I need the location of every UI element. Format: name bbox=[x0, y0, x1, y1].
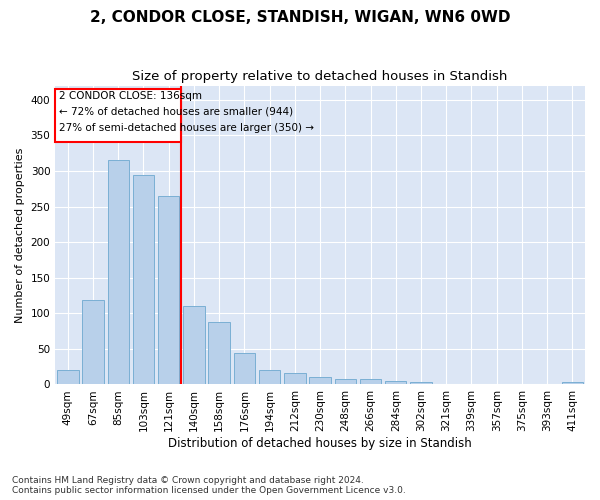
Text: 27% of semi-detached houses are larger (350) →: 27% of semi-detached houses are larger (… bbox=[59, 122, 314, 132]
Text: 2, CONDOR CLOSE, STANDISH, WIGAN, WN6 0WD: 2, CONDOR CLOSE, STANDISH, WIGAN, WN6 0W… bbox=[90, 10, 510, 25]
FancyBboxPatch shape bbox=[55, 89, 181, 142]
Bar bbox=[208, 322, 230, 384]
Bar bbox=[385, 381, 406, 384]
Y-axis label: Number of detached properties: Number of detached properties bbox=[15, 148, 25, 322]
Text: 2 CONDOR CLOSE: 136sqm: 2 CONDOR CLOSE: 136sqm bbox=[59, 91, 202, 101]
Bar bbox=[310, 378, 331, 384]
Bar bbox=[410, 382, 432, 384]
Text: Contains HM Land Registry data © Crown copyright and database right 2024.
Contai: Contains HM Land Registry data © Crown c… bbox=[12, 476, 406, 495]
Bar bbox=[284, 373, 305, 384]
X-axis label: Distribution of detached houses by size in Standish: Distribution of detached houses by size … bbox=[168, 437, 472, 450]
Title: Size of property relative to detached houses in Standish: Size of property relative to detached ho… bbox=[133, 70, 508, 83]
Bar bbox=[360, 380, 381, 384]
Bar bbox=[158, 196, 179, 384]
Bar bbox=[133, 174, 154, 384]
Bar bbox=[107, 160, 129, 384]
Bar bbox=[233, 353, 255, 384]
Bar bbox=[82, 300, 104, 384]
Text: ← 72% of detached houses are smaller (944): ← 72% of detached houses are smaller (94… bbox=[59, 107, 293, 117]
Bar bbox=[335, 379, 356, 384]
Bar bbox=[562, 382, 583, 384]
Bar bbox=[259, 370, 280, 384]
Bar bbox=[183, 306, 205, 384]
Bar bbox=[57, 370, 79, 384]
